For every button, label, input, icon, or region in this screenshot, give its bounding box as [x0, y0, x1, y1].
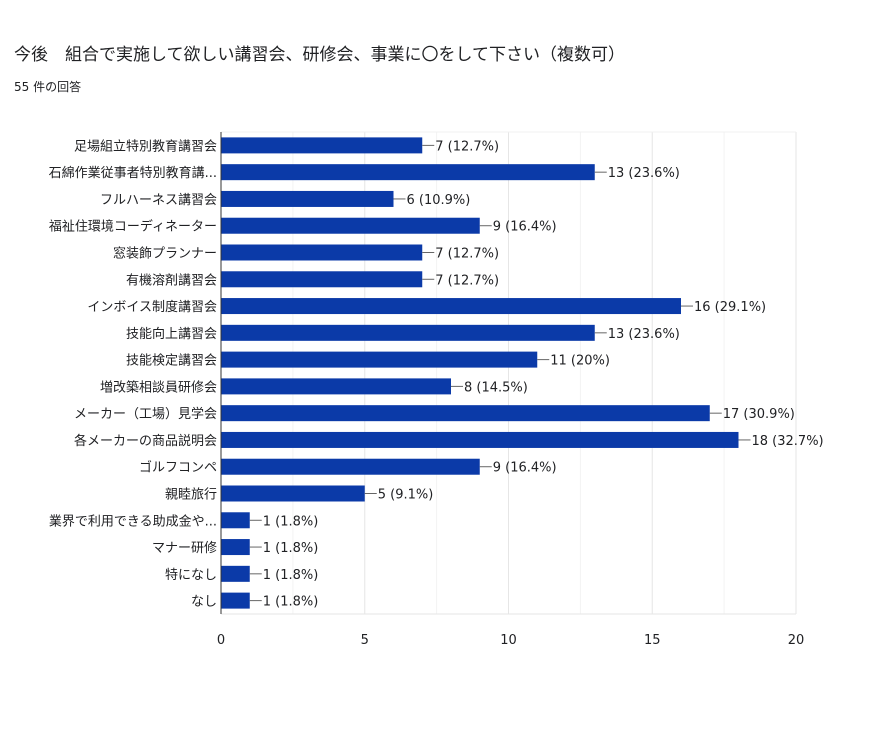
- value-label: 11 (20%): [550, 354, 610, 369]
- bar: [221, 485, 365, 502]
- grid-lines: [220, 131, 797, 615]
- category-label: 福祉住環境コーディネーター: [49, 219, 217, 235]
- category-label: 窓装飾プランナー: [113, 246, 217, 262]
- bar: [221, 244, 423, 261]
- category-label: 業界で利用できる助成金や...: [49, 513, 217, 529]
- bar: [221, 512, 250, 529]
- chart-title: 今後 組合で実施して欲しい講習会、研修会、事業に〇をして下さい（複数可）: [14, 45, 625, 65]
- value-label: 7 (12.7%): [435, 273, 499, 288]
- value-label: 8 (14.5%): [464, 380, 528, 395]
- value-label: 1 (1.8%): [263, 514, 319, 529]
- bar: [221, 164, 595, 181]
- category-label: 増改築相談員研修会: [100, 379, 217, 395]
- bar: [221, 565, 250, 582]
- bar: [221, 351, 538, 368]
- value-label: 5 (9.1%): [378, 488, 434, 503]
- category-label: 技能向上講習会: [126, 326, 217, 342]
- value-label: 1 (1.8%): [263, 568, 319, 583]
- category-label: インボイス制度講習会: [87, 299, 217, 315]
- value-label: 13 (23.6%): [608, 327, 680, 342]
- value-label: 9 (16.4%): [493, 220, 557, 235]
- value-labels: 7 (12.7%) 13 (23.6%) 6 (10.9%) 9 (16.4%) 7 (…: [249, 139, 824, 610]
- x-axis-ticks: 0 5 10 15 20: [217, 633, 804, 648]
- bar: [221, 431, 739, 448]
- bar: [221, 137, 423, 154]
- category-label: 各メーカーの商品説明会: [74, 433, 217, 449]
- bar: [221, 324, 595, 341]
- bar: [221, 539, 250, 556]
- x-tick-label: 5: [361, 633, 369, 648]
- x-tick-label: 0: [217, 633, 225, 648]
- bar: [221, 298, 681, 315]
- value-label: 7 (12.7%): [435, 139, 499, 154]
- value-label: 1 (1.8%): [263, 595, 319, 610]
- category-label: 親睦旅行: [165, 487, 217, 503]
- bar: [221, 271, 423, 288]
- bars: [221, 137, 739, 609]
- value-label: 13 (23.6%): [608, 166, 680, 181]
- bar: [221, 378, 451, 395]
- x-tick-label: 20: [788, 633, 805, 648]
- bar: [221, 217, 480, 234]
- bar: [221, 190, 394, 207]
- category-label: 足場組立特別教育講習会: [74, 138, 217, 154]
- value-label: 18 (32.7%): [752, 434, 824, 449]
- value-label: 6 (10.9%): [407, 193, 471, 208]
- category-label: 技能検定講習会: [126, 353, 217, 369]
- category-label: 石綿作業従事者特別教育講...: [49, 165, 217, 181]
- value-label: 1 (1.8%): [263, 541, 319, 556]
- category-label: なし: [191, 595, 217, 610]
- bar: [221, 405, 710, 422]
- category-label: マナー研修: [152, 541, 217, 556]
- value-label: 7 (12.7%): [435, 247, 499, 262]
- bar: [221, 592, 250, 609]
- category-label: 特になし: [165, 568, 217, 583]
- value-label: 16 (29.1%): [694, 300, 766, 315]
- category-label: 有機溶剤講習会: [126, 272, 217, 288]
- category-label: ゴルフコンペ: [139, 460, 217, 476]
- response-count: 55 件の回答: [14, 80, 82, 94]
- category-label: メーカー（工場）見学会: [74, 406, 217, 422]
- category-label: フルハーネス講習会: [100, 192, 217, 208]
- x-tick-label: 10: [500, 633, 517, 648]
- value-label: 17 (30.9%): [723, 407, 795, 422]
- bar: [221, 458, 480, 475]
- x-tick-label: 15: [644, 633, 661, 648]
- value-label: 9 (16.4%): [493, 461, 557, 476]
